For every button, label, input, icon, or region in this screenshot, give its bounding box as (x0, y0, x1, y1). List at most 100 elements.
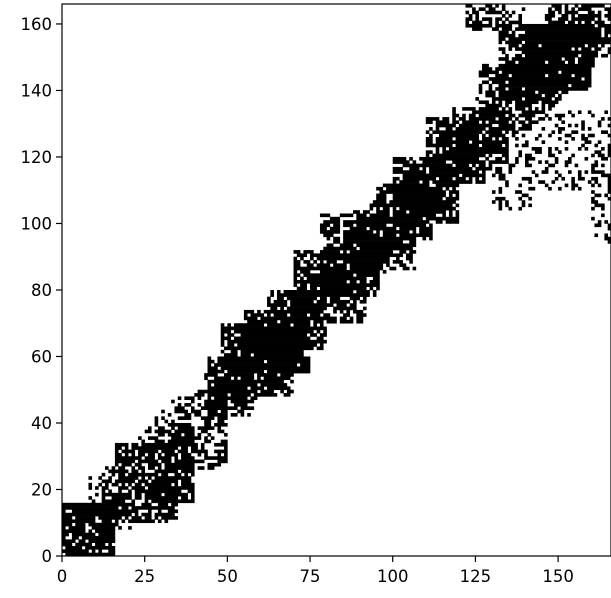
matrix-cell-run (250, 313, 265, 317)
matrix-cell-run (501, 20, 506, 25)
matrix-cell-run (174, 409, 188, 414)
matrix-cell-run (554, 160, 559, 164)
matrix-cell-run (498, 30, 509, 35)
matrix-cell-run (465, 4, 473, 8)
matrix-cell-run (343, 240, 403, 244)
matrix-cell-run (571, 153, 575, 158)
matrix-cell-run (164, 452, 179, 457)
matrix-cell-run (190, 492, 195, 497)
matrix-cell-run (515, 107, 526, 111)
matrix-cell-run (501, 13, 506, 18)
matrix-cell-run (568, 156, 572, 161)
matrix-cell-run (339, 309, 344, 314)
matrix-cell-run (197, 466, 205, 470)
matrix-cell-run (531, 170, 536, 174)
matrix-cell-run (207, 466, 215, 470)
matrix-cell-run (362, 210, 370, 214)
matrix-cell-run (478, 90, 483, 95)
matrix-cell-run (62, 519, 96, 524)
matrix-cell-run (554, 7, 562, 11)
matrix-cell-run (121, 519, 126, 524)
matrix-cell-run (564, 4, 569, 8)
matrix-cell-run (508, 163, 516, 168)
matrix-cell-run (508, 170, 513, 174)
matrix-cell-run (323, 313, 331, 317)
matrix-cell-run (521, 110, 546, 115)
matrix-cell-run (435, 140, 470, 144)
matrix-cell-run (591, 170, 605, 174)
matrix-cell-run (293, 270, 298, 274)
matrix-cell-run (187, 489, 195, 494)
matrix-cell-run (62, 526, 66, 530)
matrix-cell-run (482, 63, 489, 68)
matrix-cell-run (131, 506, 175, 510)
matrix-cell-run (455, 137, 480, 141)
matrix-cell-run (478, 70, 499, 75)
matrix-cell-run (88, 522, 119, 527)
matrix-cell-run (376, 196, 387, 201)
matrix-cell-run (141, 512, 152, 517)
matrix-cell-run (243, 313, 248, 317)
matrix-cell-run (267, 369, 311, 374)
matrix-cell-run (392, 166, 403, 171)
matrix-cell-run (594, 160, 599, 164)
matrix-cell-run (207, 386, 248, 391)
matrix-cell-run (101, 496, 106, 500)
matrix-cell-run (157, 466, 162, 470)
matrix-cell-run (561, 13, 569, 18)
matrix-cell-run (214, 396, 248, 401)
matrix-cell-run (495, 166, 503, 171)
matrix-cell-run (104, 466, 109, 470)
matrix-cell-run (333, 236, 341, 241)
matrix-cell-run (607, 190, 611, 194)
matrix-cell-run (554, 113, 565, 118)
matrix-cell-run (511, 120, 516, 125)
matrix-cell-run (382, 233, 397, 238)
matrix-cell-run (392, 213, 437, 218)
matrix-cell-run (280, 389, 284, 394)
matrix-cell-run (452, 186, 456, 191)
matrix-cell-run (584, 140, 592, 144)
matrix-cell-run (247, 319, 278, 324)
matrix-cell-run (144, 492, 162, 497)
matrix-cell-run (452, 110, 456, 115)
matrix-cell-run (95, 486, 99, 490)
matrix-cell-run (442, 117, 450, 121)
matrix-cell-run (577, 20, 582, 25)
matrix-cell-run (515, 27, 602, 31)
matrix-cell-run (482, 143, 503, 148)
y-tick-label: 0 (42, 547, 53, 566)
matrix-cell-run (224, 452, 228, 457)
matrix-cell-run (548, 7, 552, 11)
matrix-cell-run (511, 130, 519, 134)
matrix-cell-run (230, 393, 251, 397)
matrix-cell-run (455, 127, 486, 131)
plot-area (62, 4, 611, 557)
matrix-cell-run (498, 93, 542, 98)
matrix-cell-run (485, 93, 496, 98)
matrix-cell-run (359, 299, 367, 304)
matrix-cell-run (118, 472, 126, 477)
matrix-cell-run (501, 137, 509, 141)
matrix-cell-run (376, 230, 380, 234)
matrix-cell-run (260, 389, 274, 394)
matrix-cell-run (181, 456, 195, 460)
y-tick-label: 100 (21, 214, 53, 233)
matrix-cell-run (154, 439, 165, 444)
matrix-cell-run (475, 176, 480, 181)
matrix-cell-run (85, 546, 116, 550)
matrix-cell-run (164, 466, 195, 470)
matrix-cell-run (488, 20, 493, 25)
matrix-cell-run (190, 496, 195, 500)
matrix-cell-run (128, 519, 155, 524)
matrix-cell-run (207, 383, 212, 387)
matrix-cell-run (197, 452, 202, 457)
matrix-cell-run (224, 432, 228, 437)
matrix-cell-run (174, 459, 205, 464)
matrix-cell-run (548, 153, 556, 158)
matrix-cell-run (379, 190, 446, 194)
matrix-cell-run (369, 226, 397, 231)
matrix-cell-run (286, 389, 294, 394)
matrix-cell-run (468, 117, 496, 121)
